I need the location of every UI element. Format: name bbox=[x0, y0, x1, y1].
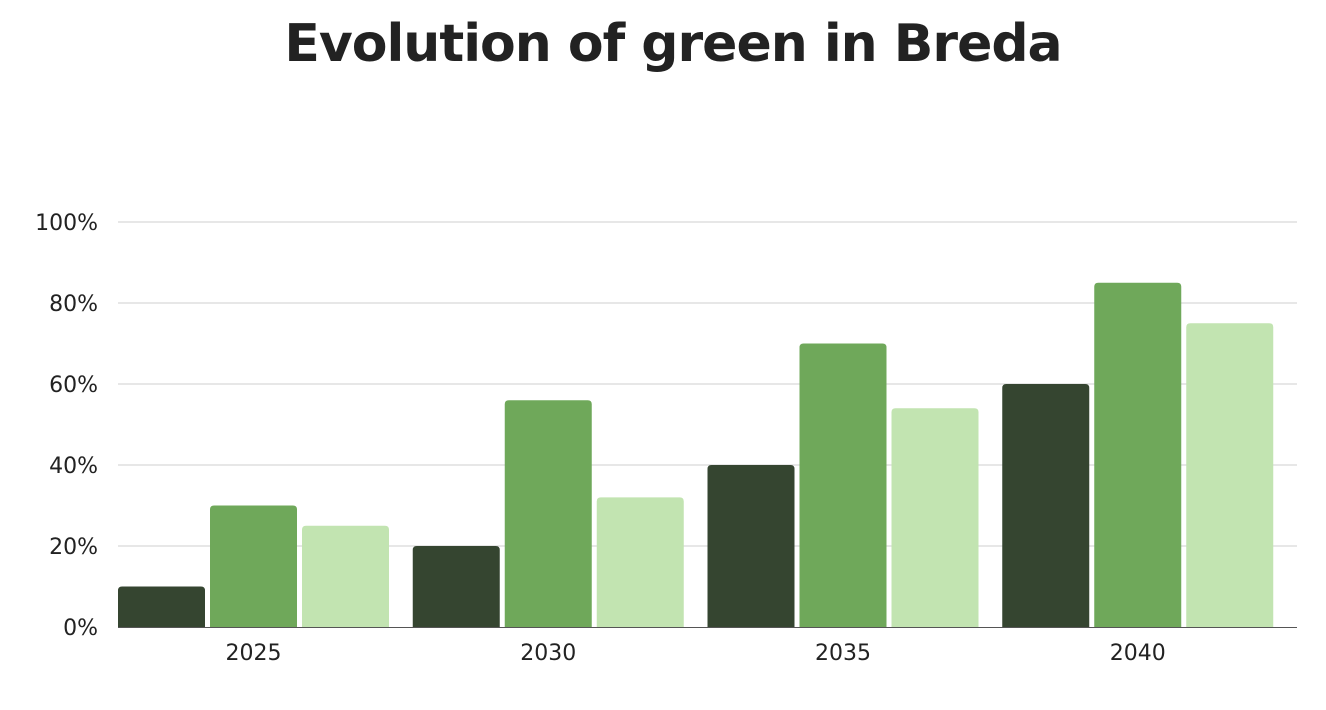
y-tick-label: 40% bbox=[49, 454, 98, 479]
bar-2040-series-2 bbox=[1094, 282, 1182, 627]
bar-2040-series-1 bbox=[1002, 384, 1090, 627]
bar-2040-series-3 bbox=[1186, 323, 1274, 627]
bar-2030-series-1 bbox=[412, 546, 500, 627]
x-tick-label: 2040 bbox=[1110, 641, 1166, 666]
y-tick-label: 60% bbox=[49, 373, 98, 398]
y-tick-label: 80% bbox=[49, 292, 98, 317]
bar-2025-series-2 bbox=[210, 505, 297, 627]
x-tick-label: 2035 bbox=[815, 641, 871, 666]
bar-2030-series-2 bbox=[504, 400, 592, 627]
bar-2035-series-1 bbox=[707, 465, 795, 627]
bar-2025-series-1 bbox=[118, 586, 205, 627]
y-axis-ticks: 0% 20% 40% 60% 80% 100% bbox=[35, 211, 98, 641]
bar-2030-series-3 bbox=[596, 497, 684, 627]
x-axis-ticks: 2025 2030 2035 2040 bbox=[226, 641, 1166, 666]
bar-2035-series-2 bbox=[799, 343, 887, 627]
bars bbox=[118, 282, 1274, 627]
y-tick-label: 20% bbox=[49, 535, 98, 560]
x-tick-label: 2025 bbox=[226, 641, 282, 666]
y-tick-label: 0% bbox=[63, 616, 98, 641]
bar-2025-series-3 bbox=[302, 525, 389, 627]
y-tick-label: 100% bbox=[35, 211, 98, 236]
bar-2035-series-3 bbox=[891, 408, 979, 627]
chart-title: Evolution of green in Breda bbox=[284, 14, 1062, 74]
x-tick-label: 2030 bbox=[520, 641, 576, 666]
